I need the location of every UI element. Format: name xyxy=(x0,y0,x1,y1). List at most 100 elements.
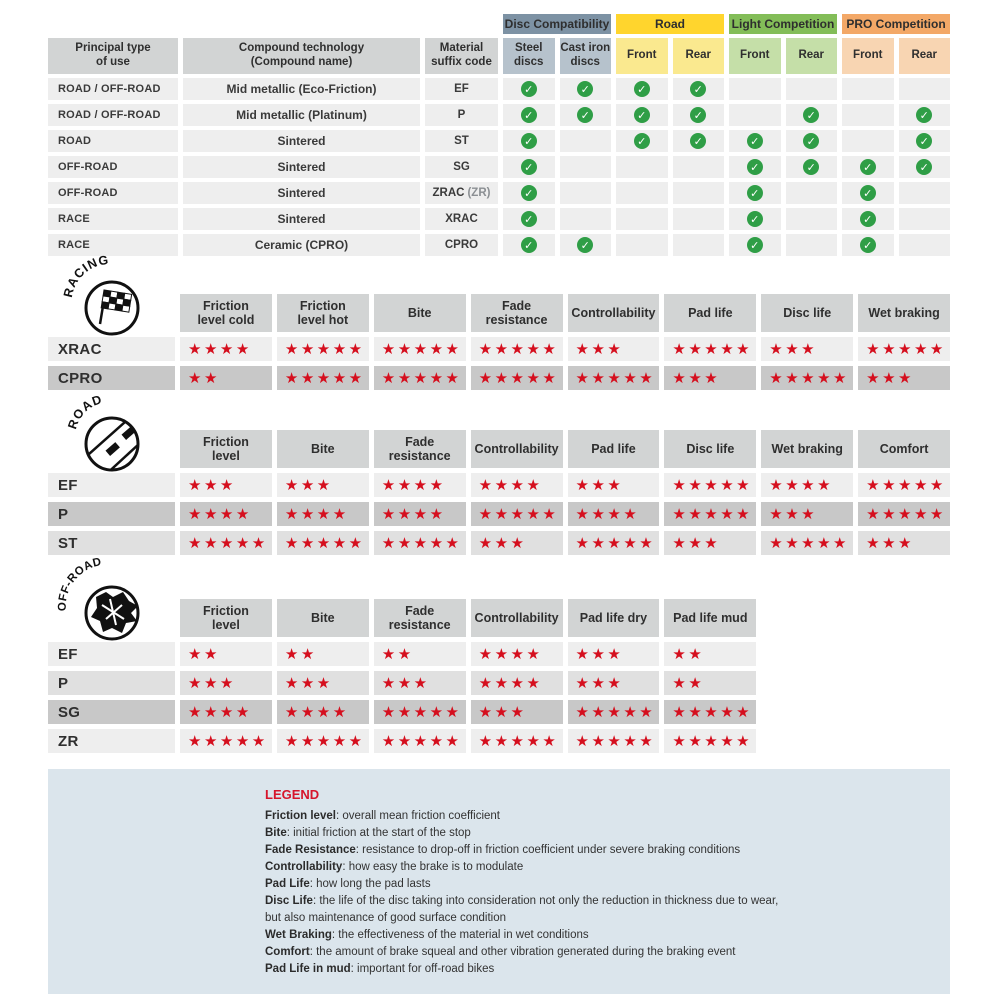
compat-check-cell xyxy=(559,182,611,204)
compat-check-cell: ✓ xyxy=(898,130,950,152)
star-rating: ★★ xyxy=(180,642,272,666)
legend-panel: LEGEND Friction level: overall mean fric… xyxy=(48,769,950,994)
rating-header-filler xyxy=(761,599,853,637)
star-rating: ★★★★★ xyxy=(664,700,757,724)
check-icon: ✓ xyxy=(916,159,933,175)
star-rating: ★★★★ xyxy=(761,473,854,497)
check-icon: ✓ xyxy=(746,159,763,175)
rating-col-header: Wet braking xyxy=(858,294,950,332)
rating-col-header: Fade resistance xyxy=(373,599,466,637)
compat-check-cell xyxy=(559,208,611,230)
star-rating: ★★★ xyxy=(567,473,660,497)
compat-check-cell: ✓ xyxy=(503,208,555,230)
star-rating: ★★★★★ xyxy=(567,366,660,390)
compat-row-use: OFF-ROAD xyxy=(48,182,178,204)
compat-check-cell xyxy=(785,182,837,204)
star-rating: ★★★★★ xyxy=(470,502,563,526)
compat-check-cell: ✓ xyxy=(898,156,950,178)
group-header-disc-compatibility: Disc Compatibility xyxy=(503,14,611,34)
compat-row-use: ROAD xyxy=(48,130,178,152)
road-grid: Friction level Bite Fade resistance Control… xyxy=(48,430,950,555)
star-rating: ★★★★ xyxy=(373,502,466,526)
star-rating: ★★★★★ xyxy=(470,366,563,390)
star-rating: ★★★★ xyxy=(470,671,563,695)
star-rating: ★★★★★ xyxy=(858,502,950,526)
offroad-grid: Friction level Bite Fade resistance Control… xyxy=(48,599,950,753)
check-icon: ✓ xyxy=(803,133,820,149)
compat-row-compound: Mid metallic (Platinum) xyxy=(183,104,420,126)
star-rating: ★★★ xyxy=(761,337,854,361)
compat-check-cell: ✓ xyxy=(503,182,555,204)
compat-row-code: XRAC xyxy=(425,208,498,230)
compat-check-cell: ✓ xyxy=(729,208,781,230)
check-icon: ✓ xyxy=(916,133,933,149)
compat-row-code: P xyxy=(425,104,498,126)
compat-row-compound: Sintered xyxy=(183,182,420,204)
compat-check-cell: ✓ xyxy=(729,182,781,204)
compat-check-cell: ✓ xyxy=(672,130,724,152)
star-rating: ★★★★★ xyxy=(373,337,466,361)
rating-row-filler xyxy=(761,671,853,695)
star-rating: ★★★★★ xyxy=(276,729,369,753)
rating-row-filler xyxy=(858,671,950,695)
compat-check-cell xyxy=(559,156,611,178)
compat-sub-header: Cast iron discs xyxy=(559,38,611,74)
star-rating: ★★★★★ xyxy=(180,531,272,555)
check-icon: ✓ xyxy=(520,159,537,175)
rating-row-label: ZR xyxy=(48,729,175,753)
star-rating: ★★★ xyxy=(180,671,272,695)
rating-row-label: P xyxy=(48,671,175,695)
check-icon: ✓ xyxy=(746,185,763,201)
star-rating: ★★★★★ xyxy=(664,473,757,497)
road-arc-label: ROAD xyxy=(65,392,103,431)
check-icon: ✓ xyxy=(577,81,594,97)
compat-sub-header: Rear xyxy=(898,38,950,74)
rating-col-header: Bite xyxy=(276,599,369,637)
star-rating: ★★★★★ xyxy=(276,337,369,361)
racing-arc-label: RACING xyxy=(61,253,109,299)
compat-check-cell xyxy=(559,130,611,152)
rating-row-filler xyxy=(761,700,853,724)
star-rating: ★★★ xyxy=(664,366,757,390)
check-icon: ✓ xyxy=(633,81,650,97)
star-rating: ★★★★★ xyxy=(567,700,660,724)
compat-check-cell: ✓ xyxy=(842,182,894,204)
compat-check-cell xyxy=(785,234,837,256)
legend-title: LEGEND xyxy=(265,787,320,802)
compat-row-use: RACE xyxy=(48,234,178,256)
group-header-pro-competition: PRO Competition xyxy=(842,14,950,34)
compat-row-code: EF xyxy=(425,78,498,100)
rating-col-header: Pad life dry xyxy=(567,599,660,637)
rating-row-filler xyxy=(858,700,950,724)
check-icon: ✓ xyxy=(690,81,707,97)
offroad-ratings-section: OFF-ROAD Friction level Bite Fade resistan… xyxy=(48,557,950,753)
rating-row-label: P xyxy=(48,502,175,526)
legend-entry: Pad Life: how long the pad lasts xyxy=(265,878,431,890)
legend-lines: Friction level: overall mean friction co… xyxy=(265,808,930,978)
compat-row-compound: Sintered xyxy=(183,208,420,230)
compat-check-cell: ✓ xyxy=(785,104,837,126)
compat-sub-header: Steel discs xyxy=(503,38,555,74)
check-icon: ✓ xyxy=(633,133,650,149)
check-icon: ✓ xyxy=(520,81,537,97)
compat-check-cell: ✓ xyxy=(672,104,724,126)
star-rating: ★★★★ xyxy=(180,337,272,361)
legend-entry: Friction level: overall mean friction co… xyxy=(265,810,500,822)
compatibility-table: Disc Compatibility Road Light Competition P… xyxy=(48,14,950,256)
star-rating: ★★★★★ xyxy=(373,729,466,753)
rating-row-label: XRAC xyxy=(48,337,175,361)
star-rating: ★★★★ xyxy=(180,700,272,724)
star-rating: ★★ xyxy=(180,366,272,390)
star-rating: ★★★★★ xyxy=(276,366,369,390)
star-rating: ★★★★★ xyxy=(664,729,757,753)
rating-row-filler xyxy=(761,642,853,666)
star-rating: ★★★ xyxy=(567,642,660,666)
star-rating: ★★★ xyxy=(858,531,950,555)
star-rating: ★★★ xyxy=(664,531,757,555)
check-icon: ✓ xyxy=(520,133,537,149)
star-rating: ★★★ xyxy=(276,671,369,695)
compat-check-cell: ✓ xyxy=(616,104,668,126)
compat-check-cell: ✓ xyxy=(842,156,894,178)
rating-col-header: Wet braking xyxy=(761,430,854,468)
